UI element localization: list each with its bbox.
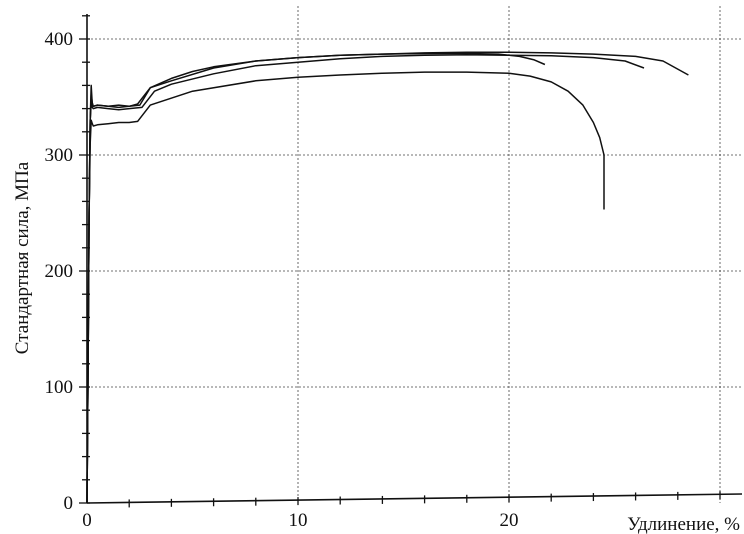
series-curve-1 [86,52,546,504]
x-axis-line [86,493,743,504]
grid-lines [87,6,742,503]
y-tick-label-300: 300 [45,145,74,166]
y-tick-label-0: 0 [64,493,74,514]
axes [86,14,743,504]
x-tick-label-10: 10 [289,510,308,531]
axis-tick-labels: 0 100 200 300 400 0 10 20 [45,29,519,531]
x-tick-label-0: 0 [82,510,92,531]
x-axis-title: Удлинение, % [627,514,740,534]
x-tick-label-20: 20 [500,510,519,531]
y-tick-label-400: 400 [45,29,74,50]
y-tick-label-200: 200 [45,261,74,282]
y-tick-label-100: 100 [45,377,74,398]
data-series [86,51,689,504]
axis-ticks [79,15,721,508]
y-axis-title: Стандартная сила, МПа [12,161,33,354]
series-curve-4 [86,71,605,504]
series-curve-3 [86,51,689,504]
series-curve-2 [86,53,645,504]
